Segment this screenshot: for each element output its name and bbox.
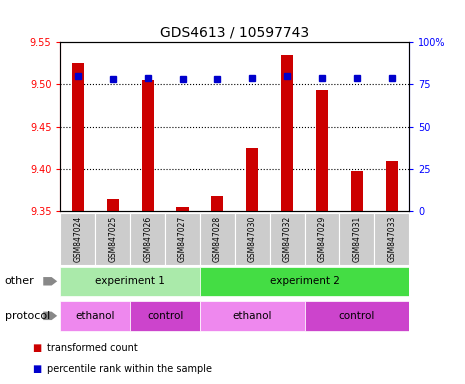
Text: control: control <box>339 311 375 321</box>
Bar <box>130 213 165 265</box>
Bar <box>200 213 235 265</box>
Bar <box>60 301 130 331</box>
Bar <box>305 213 339 265</box>
Bar <box>385 161 398 211</box>
Bar <box>316 90 328 211</box>
Bar <box>72 63 84 211</box>
Text: experiment 2: experiment 2 <box>270 276 339 286</box>
Bar <box>235 213 270 265</box>
Bar <box>270 213 305 265</box>
Bar <box>351 170 363 211</box>
Bar <box>130 301 200 331</box>
Text: GSM847025: GSM847025 <box>108 216 117 262</box>
Text: GSM847028: GSM847028 <box>213 216 222 262</box>
Bar <box>211 196 224 211</box>
Bar <box>60 213 95 265</box>
Text: GSM847026: GSM847026 <box>143 216 152 262</box>
Text: GSM847029: GSM847029 <box>318 216 326 262</box>
Text: GSM847032: GSM847032 <box>283 216 292 262</box>
Bar <box>200 301 305 331</box>
Text: percentile rank within the sample: percentile rank within the sample <box>46 364 212 374</box>
Text: GSM847033: GSM847033 <box>387 216 396 262</box>
Text: experiment 1: experiment 1 <box>95 276 165 286</box>
Bar <box>165 213 200 265</box>
Bar <box>339 213 374 265</box>
Bar <box>106 199 119 211</box>
Bar <box>176 207 189 211</box>
Bar <box>200 266 409 296</box>
Text: GSM847030: GSM847030 <box>248 216 257 262</box>
Title: GDS4613 / 10597743: GDS4613 / 10597743 <box>160 26 309 40</box>
Bar <box>305 301 409 331</box>
Text: GSM847031: GSM847031 <box>352 216 361 262</box>
Bar <box>281 55 293 211</box>
Text: ethanol: ethanol <box>232 311 272 321</box>
Text: protocol: protocol <box>5 311 50 321</box>
Bar <box>374 213 409 265</box>
Bar <box>60 266 200 296</box>
Bar <box>141 80 154 211</box>
Text: ■: ■ <box>33 364 42 374</box>
Text: ■: ■ <box>33 343 42 353</box>
Bar <box>246 148 259 211</box>
Text: control: control <box>147 311 183 321</box>
Text: transformed count: transformed count <box>46 343 137 353</box>
Text: GSM847024: GSM847024 <box>73 216 82 262</box>
Text: ethanol: ethanol <box>76 311 115 321</box>
Text: other: other <box>5 276 34 286</box>
Bar <box>95 213 130 265</box>
Text: GSM847027: GSM847027 <box>178 216 187 262</box>
